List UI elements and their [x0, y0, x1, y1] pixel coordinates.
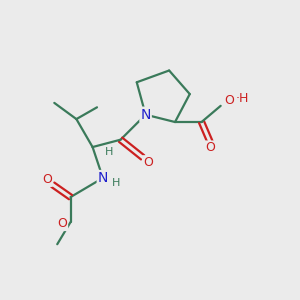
Text: O: O: [206, 141, 215, 154]
Text: O: O: [42, 173, 52, 186]
Text: H: H: [112, 178, 120, 188]
Text: ·H: ·H: [235, 92, 249, 105]
Text: N: N: [98, 171, 108, 185]
Text: O: O: [143, 156, 153, 169]
Text: H: H: [105, 147, 113, 158]
Text: O: O: [224, 94, 234, 107]
Text: N: N: [140, 108, 151, 122]
Text: O: O: [57, 217, 67, 230]
